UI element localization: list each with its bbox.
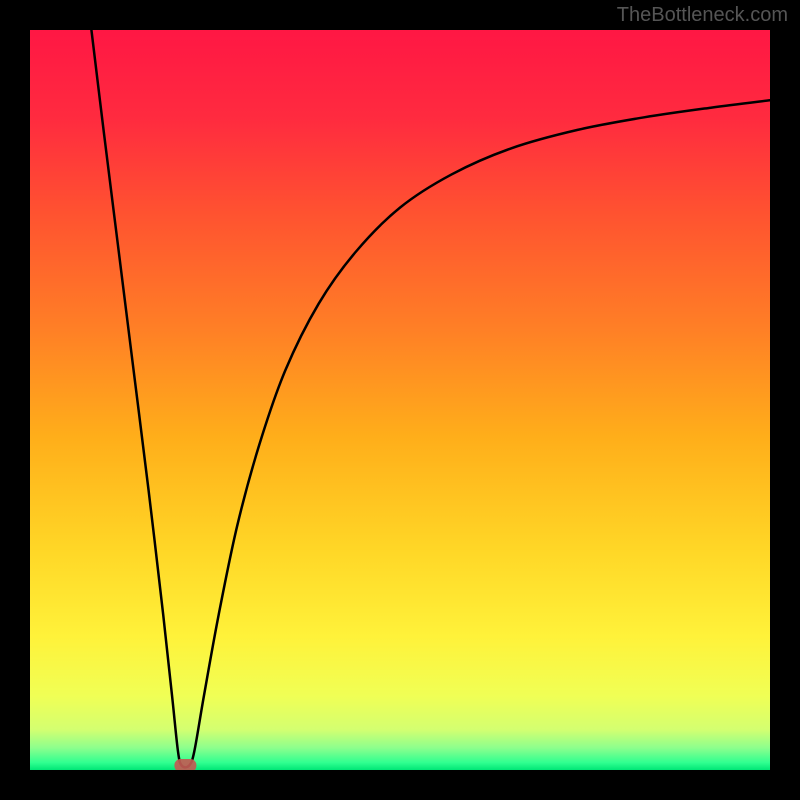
chart-container: TheBottleneck.com: [0, 0, 800, 800]
optimal-point-marker: [174, 759, 196, 770]
gradient-background: [30, 30, 770, 770]
plot-area: [30, 30, 770, 770]
bottleneck-curve-chart: [30, 30, 770, 770]
watermark-text: TheBottleneck.com: [617, 4, 788, 27]
